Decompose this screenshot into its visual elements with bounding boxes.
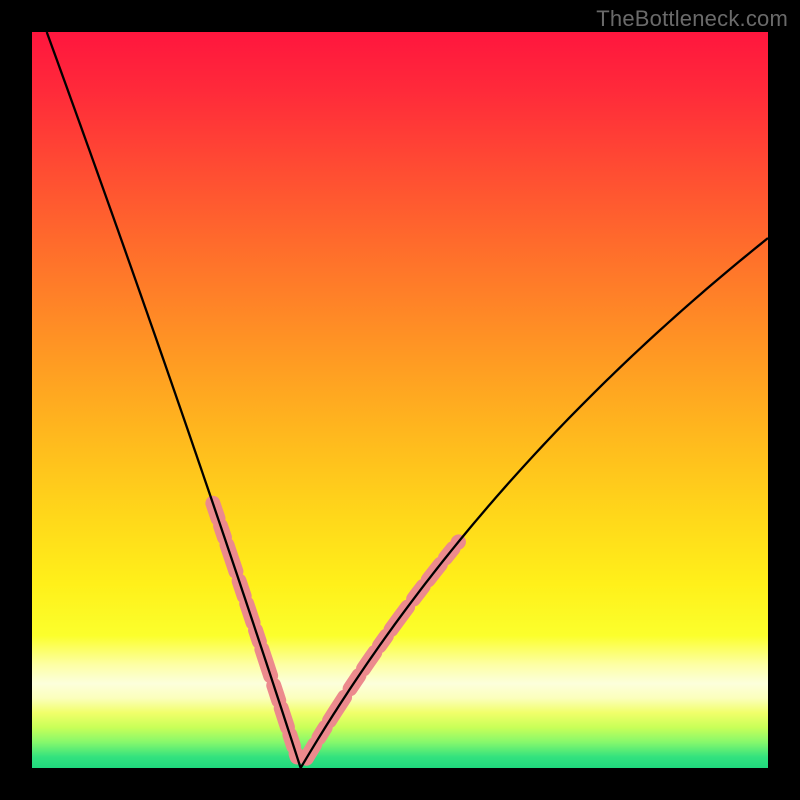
watermark-text: TheBottleneck.com xyxy=(596,6,788,32)
bottleneck-curve-plot xyxy=(0,0,800,800)
highlight-right xyxy=(306,542,458,758)
chart-frame: TheBottleneck.com xyxy=(0,0,800,800)
bottleneck-curve xyxy=(47,32,768,768)
